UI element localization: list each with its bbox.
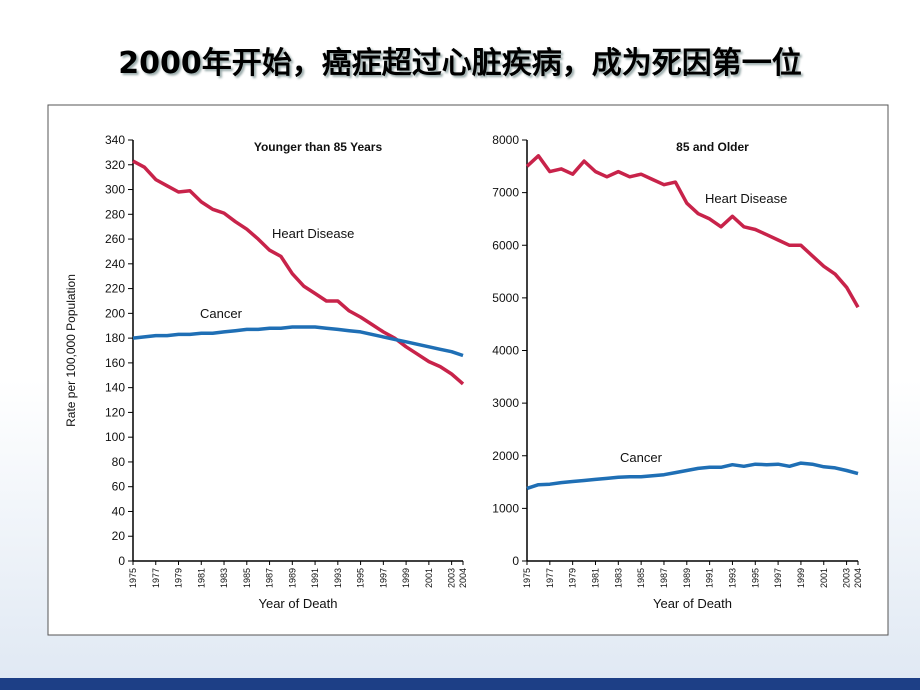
x-tick-label: 2001 (819, 568, 829, 588)
y-tick-label: 340 (105, 133, 125, 147)
y-tick-label: 1000 (492, 501, 519, 515)
x-tick-label: 1981 (196, 568, 206, 588)
y-tick-label: 140 (105, 381, 125, 395)
x-tick-label: 1999 (796, 568, 806, 588)
y-tick-label: 300 (105, 183, 125, 197)
y-tick-label: 60 (112, 480, 126, 494)
x-tick-label: 1989 (682, 568, 692, 588)
y-axis-label: Rate per 100,000 Population (64, 274, 78, 427)
y-tick-label: 0 (118, 554, 125, 568)
x-tick-label: 1993 (727, 568, 737, 588)
x-tick-label: 2003 (842, 568, 852, 588)
slide-title: 2000年开始，癌症超过心脏疾病，成为死因第一位 (118, 46, 802, 81)
series-line (132, 325, 464, 358)
series-line (132, 159, 465, 386)
series-line (526, 461, 859, 491)
x-tick-label: 1983 (219, 568, 229, 588)
x-tick-label: 2001 (424, 568, 434, 588)
y-tick-label: 0 (512, 554, 519, 568)
x-tick-label: 1975 (128, 568, 138, 588)
x-axis-label: Year of Death (258, 596, 337, 611)
x-tick-label: 1975 (522, 568, 532, 588)
x-tick-label: 1999 (401, 568, 411, 588)
x-tick-label: 2004 (853, 568, 863, 588)
y-tick-label: 7000 (492, 186, 519, 200)
x-tick-label: 1977 (151, 568, 161, 588)
y-tick-label: 2000 (492, 449, 519, 463)
x-tick-label: 1995 (356, 568, 366, 588)
y-tick-label: 6000 (492, 238, 519, 252)
series-label: Cancer (200, 306, 243, 321)
chart-title: Younger than 85 Years (254, 140, 383, 154)
x-tick-label: 2004 (458, 568, 468, 588)
y-tick-label: 180 (105, 331, 125, 345)
x-tick-label: 1987 (265, 568, 275, 588)
y-tick-label: 5000 (492, 291, 519, 305)
series-label: Cancer (620, 450, 663, 465)
y-tick-label: 3000 (492, 396, 519, 410)
x-tick-label: 1977 (545, 568, 555, 588)
x-tick-label: 1993 (333, 568, 343, 588)
y-tick-label: 100 (105, 430, 125, 444)
series-line (525, 154, 860, 309)
y-tick-label: 4000 (492, 344, 519, 358)
x-tick-label: 1987 (659, 568, 669, 588)
y-tick-label: 80 (112, 455, 126, 469)
y-tick-label: 160 (105, 356, 125, 370)
x-tick-label: 1981 (590, 568, 600, 588)
x-tick-label: 1983 (613, 568, 623, 588)
chart-frame (47, 104, 889, 636)
y-tick-label: 320 (105, 158, 125, 172)
series-label: Heart Disease (272, 226, 354, 241)
footer-band (0, 678, 920, 690)
y-tick-label: 40 (112, 504, 126, 518)
x-tick-label: 2003 (447, 568, 457, 588)
y-tick-label: 240 (105, 257, 125, 271)
x-tick-label: 1989 (287, 568, 297, 588)
x-tick-label: 1997 (773, 568, 783, 588)
y-tick-label: 8000 (492, 133, 519, 147)
y-tick-label: 200 (105, 306, 125, 320)
x-tick-label: 1979 (174, 568, 184, 588)
y-tick-label: 280 (105, 207, 125, 221)
chart-title: 85 and Older (676, 140, 749, 154)
x-tick-label: 1991 (705, 568, 715, 588)
x-tick-label: 1991 (310, 568, 320, 588)
y-tick-label: 260 (105, 232, 125, 246)
x-tick-label: 1997 (378, 568, 388, 588)
x-tick-label: 1985 (636, 568, 646, 588)
x-tick-label: 1985 (242, 568, 252, 588)
y-tick-label: 20 (112, 529, 126, 543)
y-tick-label: 120 (105, 405, 125, 419)
x-tick-label: 1995 (750, 568, 760, 588)
series-label: Heart Disease (705, 191, 787, 206)
x-axis-label: Year of Death (653, 596, 732, 611)
y-tick-label: 220 (105, 282, 125, 296)
x-tick-label: 1979 (568, 568, 578, 588)
